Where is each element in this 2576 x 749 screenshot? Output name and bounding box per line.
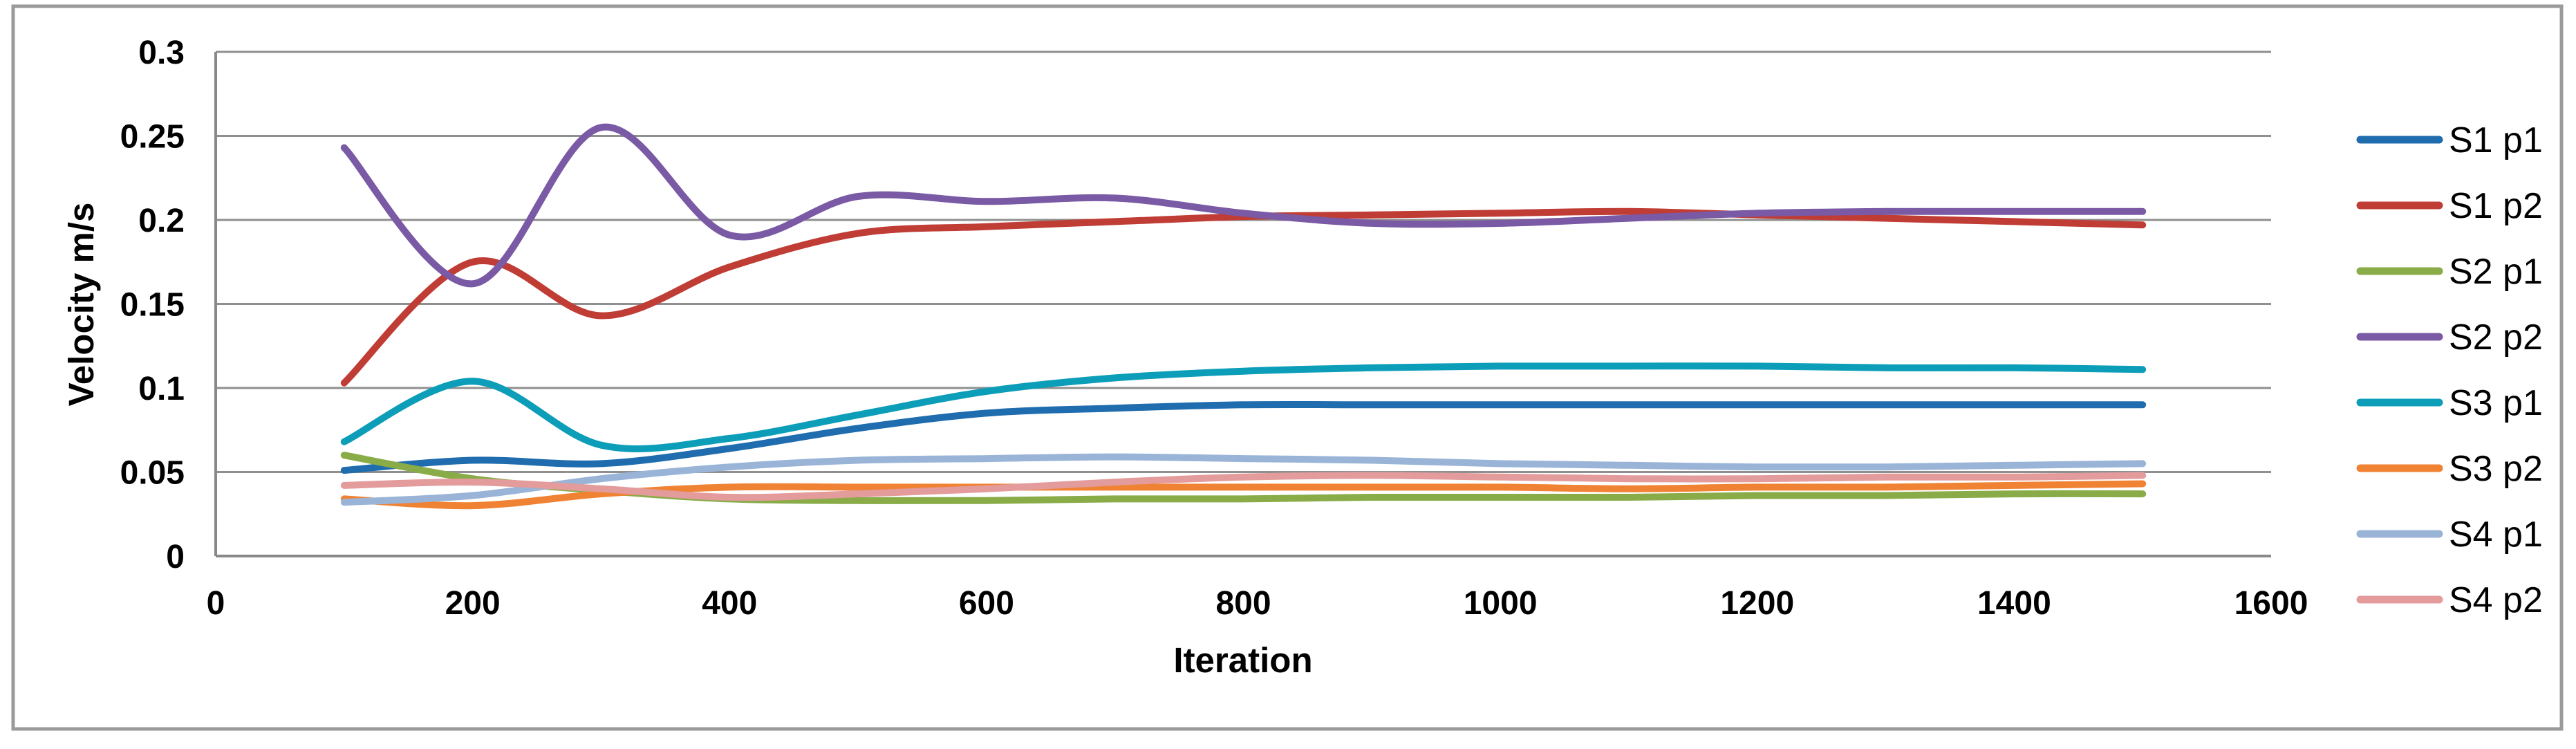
- legend-label-s1-p1: S1 p1: [2449, 120, 2543, 160]
- y-tick-label-0.25: 0.25: [120, 119, 185, 156]
- chart-outer-border: [11, 4, 2564, 731]
- x-tick-label-1400: 1400: [1977, 585, 2051, 622]
- x-tick-label-0: 0: [207, 585, 225, 622]
- x-tick-label-1200: 1200: [1720, 585, 1794, 622]
- axis-lines: [214, 52, 2271, 557]
- legend-label-s3-p1: S3 p1: [2449, 383, 2543, 423]
- legend-label-s4-p1: S4 p1: [2449, 515, 2543, 555]
- x-axis-title: Iteration: [1173, 640, 1312, 680]
- legend-item-s2-p1[interactable]: S2 p1: [2356, 252, 2543, 292]
- x-tick-label-1600: 1600: [2234, 585, 2308, 622]
- legend-label-s2-p2: S2 p2: [2449, 317, 2543, 358]
- y-tick-label-0: 0: [166, 539, 185, 575]
- y-axis-tick-labels: 0 0.05 0.1 0.15 0.2 0.25 0.3: [120, 35, 185, 575]
- legend-item-s3-p1[interactable]: S3 p1: [2356, 383, 2543, 423]
- y-tick-label-0.15: 0.15: [120, 287, 185, 324]
- y-tick-label-0.1: 0.1: [138, 371, 185, 407]
- series-line-s1-p1[interactable]: [340, 400, 2147, 474]
- y-axis-title: Velocity m/s: [62, 203, 101, 407]
- x-tick-label-800: 800: [1215, 585, 1271, 622]
- x-tick-label-600: 600: [959, 585, 1014, 622]
- legend-item-s4-p2[interactable]: S4 p2: [2356, 580, 2543, 620]
- x-tick-label-200: 200: [445, 585, 501, 622]
- legend-label-s1-p2: S1 p2: [2449, 186, 2543, 226]
- x-tick-label-400: 400: [702, 585, 757, 622]
- legend-item-s4-p1[interactable]: S4 p1: [2356, 515, 2543, 555]
- chart-legend: S1 p1 S1 p2 S2 p1 S2 p2 S3 p1 S3 p2 S4 p1 S4 p2: [2356, 120, 2543, 620]
- y-tick-label-0.3: 0.3: [138, 35, 185, 71]
- legend-label-s3-p2: S3 p2: [2449, 449, 2543, 489]
- series-line-s4-p2[interactable]: [340, 472, 2147, 501]
- series-line-s1-p2[interactable]: [340, 207, 2147, 387]
- legend-item-s1-p1[interactable]: S1 p1: [2356, 120, 2543, 160]
- x-tick-label-1000: 1000: [1464, 585, 1538, 622]
- y-tick-label-0.05: 0.05: [120, 455, 185, 492]
- y-tick-label-0.2: 0.2: [138, 203, 185, 239]
- legend-item-s3-p2[interactable]: S3 p2: [2356, 449, 2543, 489]
- legend-item-s1-p2[interactable]: S1 p2: [2356, 186, 2543, 226]
- legend-label-s2-p1: S2 p1: [2449, 252, 2543, 292]
- series-lines: [340, 123, 2147, 510]
- legend-label-s4-p2: S4 p2: [2449, 580, 2543, 620]
- x-axis-tick-labels: 0 200 400 600 800 1000 1200 1400 1600: [207, 585, 2308, 622]
- series-line-s2-p2[interactable]: [340, 123, 2147, 288]
- legend-item-s2-p2[interactable]: S2 p2: [2356, 317, 2543, 358]
- series-line-s3-p1[interactable]: [340, 362, 2147, 452]
- series-line-s4-p1[interactable]: [340, 453, 2147, 506]
